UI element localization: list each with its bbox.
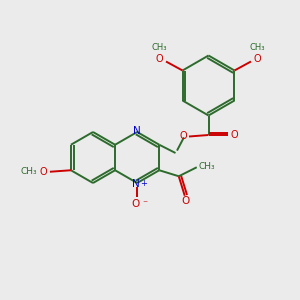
Text: ⁻: ⁻ [142,199,147,209]
Text: CH₃: CH₃ [250,44,265,52]
Text: CH₃: CH₃ [152,44,167,52]
Text: N: N [132,178,140,189]
Text: O: O [230,130,238,140]
Text: O: O [40,167,47,177]
Text: +: + [140,179,147,188]
Text: O: O [179,130,187,141]
Text: CH₃: CH₃ [199,162,216,171]
Text: O: O [182,196,190,206]
Text: O: O [131,199,140,209]
Text: CH₃: CH₃ [21,167,37,176]
Text: O: O [254,54,261,64]
Text: O: O [156,54,163,64]
Text: N: N [133,125,141,136]
